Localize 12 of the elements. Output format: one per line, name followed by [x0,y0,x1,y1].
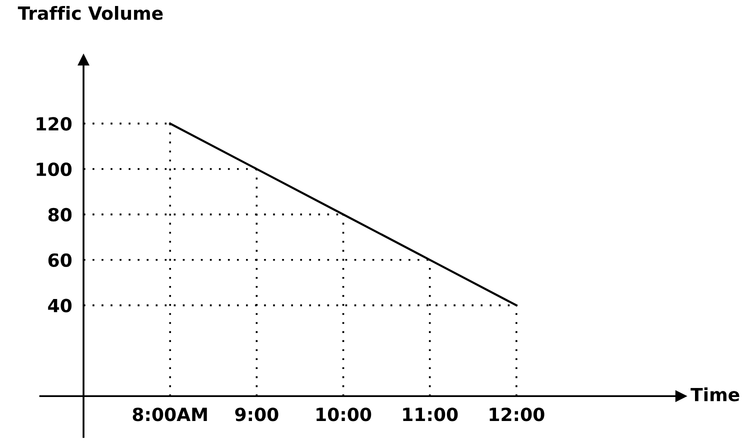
y-tick-label: 60 [48,253,72,267]
x-tick-label: 8:00AM [132,408,207,422]
y-tick-label: 120 [36,117,72,131]
y-axis-title: Traffic Volume [18,6,163,20]
x-tick-label: 10:00 [316,408,372,422]
x-axis-title: Time [690,387,740,402]
y-tick-label: 100 [36,162,72,176]
x-tick-label: 12:00 [490,408,544,422]
y-tick-label: 80 [48,208,72,222]
y-tick-label: 40 [48,298,72,312]
x-tick-label: 9:00 [235,408,278,422]
x-tick-label: 11:00 [403,408,458,422]
